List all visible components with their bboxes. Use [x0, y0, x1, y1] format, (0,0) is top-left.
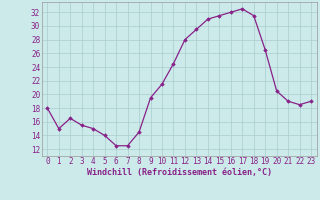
X-axis label: Windchill (Refroidissement éolien,°C): Windchill (Refroidissement éolien,°C): [87, 168, 272, 177]
